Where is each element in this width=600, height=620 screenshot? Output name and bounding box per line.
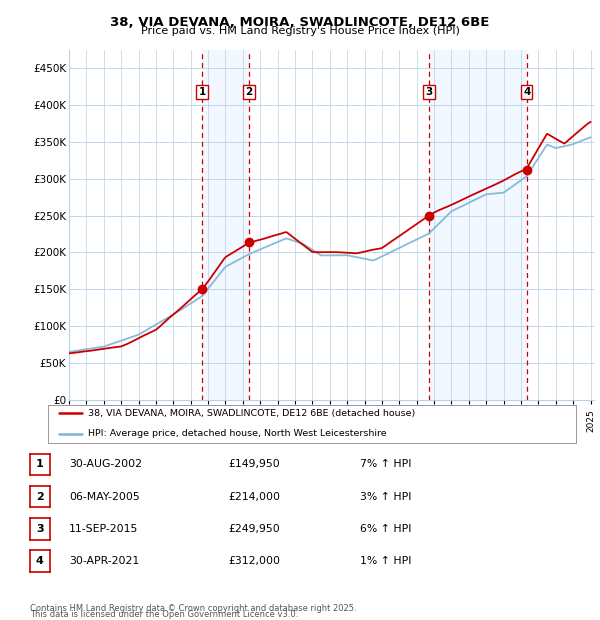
- Text: 06-MAY-2005: 06-MAY-2005: [69, 492, 140, 502]
- Text: 1% ↑ HPI: 1% ↑ HPI: [360, 556, 412, 566]
- Bar: [202, 50, 249, 400]
- Text: £214,000: £214,000: [228, 492, 280, 502]
- Text: 2: 2: [245, 87, 253, 97]
- Text: Price paid vs. HM Land Registry's House Price Index (HPI): Price paid vs. HM Land Registry's House …: [140, 26, 460, 36]
- Text: 3: 3: [425, 87, 433, 97]
- Text: 7% ↑ HPI: 7% ↑ HPI: [360, 459, 412, 469]
- Text: Contains HM Land Registry data © Crown copyright and database right 2025.: Contains HM Land Registry data © Crown c…: [30, 603, 356, 613]
- Text: 6% ↑ HPI: 6% ↑ HPI: [360, 524, 412, 534]
- Text: This data is licensed under the Open Government Licence v3.0.: This data is licensed under the Open Gov…: [30, 610, 298, 619]
- Text: 30-AUG-2002: 30-AUG-2002: [69, 459, 142, 469]
- Text: £149,950: £149,950: [228, 459, 280, 469]
- Text: 11-SEP-2015: 11-SEP-2015: [69, 524, 139, 534]
- Text: HPI: Average price, detached house, North West Leicestershire: HPI: Average price, detached house, Nort…: [88, 429, 386, 438]
- Text: £249,950: £249,950: [228, 524, 280, 534]
- Text: 4: 4: [523, 87, 530, 97]
- Text: 30-APR-2021: 30-APR-2021: [69, 556, 139, 566]
- Text: 4: 4: [36, 556, 44, 566]
- Text: 3% ↑ HPI: 3% ↑ HPI: [360, 492, 412, 502]
- Text: 38, VIA DEVANA, MOIRA, SWADLINCOTE, DE12 6BE: 38, VIA DEVANA, MOIRA, SWADLINCOTE, DE12…: [110, 16, 490, 29]
- Text: 1: 1: [36, 459, 44, 469]
- Text: 38, VIA DEVANA, MOIRA, SWADLINCOTE, DE12 6BE (detached house): 38, VIA DEVANA, MOIRA, SWADLINCOTE, DE12…: [88, 409, 415, 418]
- Text: £312,000: £312,000: [228, 556, 280, 566]
- Text: 2: 2: [36, 492, 44, 502]
- Text: 1: 1: [199, 87, 206, 97]
- Text: 3: 3: [36, 524, 44, 534]
- Bar: [429, 50, 527, 400]
